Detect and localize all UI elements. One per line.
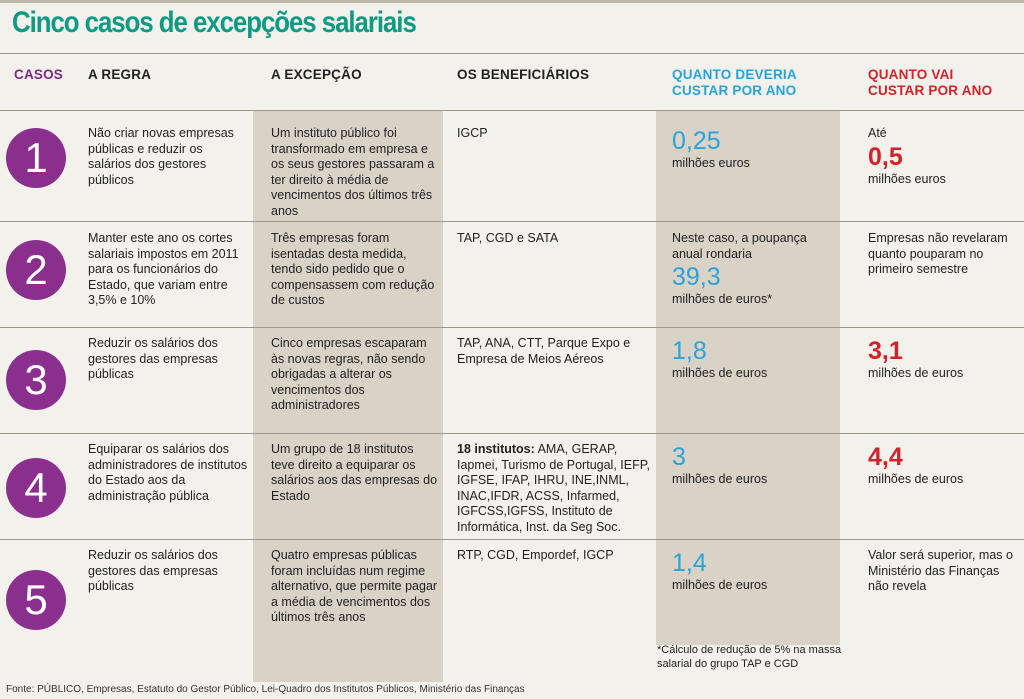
row5-deveria-value: 1,4 — [672, 549, 707, 577]
row4-deveria-unit: milhões de euros — [672, 472, 768, 486]
row4-vai-value: 4,4 — [868, 443, 903, 471]
row5-beneficiarios-text: RTP, CGD, Empordef, IGCP — [457, 548, 614, 562]
row5-regra: Reduzir os salários dos gestores das emp… — [88, 548, 218, 593]
header-vai-line1: QUANTO VAI — [868, 67, 954, 82]
source-line: Fonte: PÚBLICO, Empresas, Estatuto do Ge… — [6, 684, 525, 695]
row3-vai: 3,1 milhões de euros — [868, 336, 1020, 382]
row2-vai-text: Empresas não revelaram quanto pouparam n… — [868, 231, 1008, 276]
row1-deveria-value: 0,25 — [672, 127, 721, 155]
row2-beneficiarios-text: TAP, CGD e SATA — [457, 231, 559, 245]
row2-regra: Manter este ano os cortes salariais impo… — [88, 231, 239, 307]
row1-vai-pre: Até — [868, 126, 887, 140]
row5-deveria: 1,4 milhões de euros — [672, 548, 837, 594]
row5-vai-text: Valor será superior, mas o Ministério da… — [868, 548, 1013, 593]
title-divider — [0, 53, 1024, 54]
row1-beneficiarios: IGCP — [457, 126, 653, 142]
header-deveria: QUANTO DEVERIA CUSTAR POR ANO — [672, 67, 797, 99]
row1-deveria-unit: milhões euros — [672, 156, 750, 170]
row-divider — [0, 110, 1024, 111]
row3-regra: Reduzir os salários dos gestores das emp… — [88, 336, 218, 381]
header-regra: A REGRA — [88, 67, 152, 82]
header-excepcao: A EXCEPÇÃO — [271, 67, 362, 82]
case-number-badge: 5 — [6, 570, 66, 630]
row-divider — [0, 539, 1024, 540]
row3-deveria-unit: milhões de euros — [672, 366, 768, 380]
row-divider — [0, 221, 1024, 222]
row2-excepcao: Três empresas foram isentadas desta medi… — [271, 231, 435, 307]
excepcao-column-shade — [253, 110, 443, 682]
row3-vai-unit: milhões de euros — [868, 366, 964, 380]
case-number-badge: 3 — [6, 350, 66, 410]
page-title: Cinco casos de excepções salariais — [12, 6, 417, 39]
row4-beneficiarios-text: AMA, GERAP, Iapmei, Turismo de Portugal,… — [457, 442, 650, 534]
row3-deveria: 1,8 milhões de euros — [672, 336, 837, 382]
row4-excepcao: Um grupo de 18 institutos teve direito a… — [271, 442, 438, 503]
row4-vai: 4,4 milhões de euros — [868, 442, 1020, 488]
row2-beneficiarios: TAP, CGD e SATA — [457, 231, 653, 247]
row1-vai-value: 0,5 — [868, 142, 903, 171]
row1-excepcao: Um instituto público foi transformado em… — [271, 126, 435, 218]
case-number-badge: 2 — [6, 240, 66, 300]
header-vai-line2: CUSTAR POR ANO — [868, 83, 993, 98]
row5-beneficiarios: RTP, CGD, Empordef, IGCP — [457, 548, 653, 564]
row3-excepcao: Cinco empresas escaparam às novas regras… — [271, 336, 427, 412]
case-number-badge: 4 — [6, 458, 66, 518]
header-deveria-line2: CUSTAR POR ANO — [672, 83, 797, 98]
row4-deveria-value: 3 — [672, 443, 686, 471]
row4-vai-unit: milhões de euros — [868, 472, 964, 486]
row5-deveria-unit: milhões de euros — [672, 578, 768, 592]
row4-regra: Equiparar os salários dos administradore… — [88, 442, 248, 503]
row2-deveria-unit: milhões de euros* — [672, 292, 773, 306]
header-deveria-line1: QUANTO DEVERIA — [672, 67, 797, 82]
row3-deveria-value: 1,8 — [672, 337, 707, 365]
header-vai: QUANTO VAI CUSTAR POR ANO — [868, 67, 992, 99]
row-divider — [0, 433, 1024, 434]
case-number-badge: 1 — [6, 128, 66, 188]
header-casos: CASOS — [14, 67, 64, 82]
row1-regra: Não criar novas empresas públicas e redu… — [88, 126, 234, 187]
footnote: *Cálculo de redução de 5% na massa salar… — [657, 644, 842, 670]
row2-deveria-value: 39,3 — [672, 263, 721, 291]
row3-beneficiarios-text: TAP, ANA, CTT, Parque Expo e Empresa de … — [457, 336, 631, 366]
row2-deveria-pre: Neste caso, a poupança anual rondaria — [672, 231, 807, 261]
row-divider — [0, 327, 1024, 328]
deveria-column-shade — [656, 110, 840, 645]
row4-beneficiarios: 18 institutos: AMA, GERAP, Iapmei, Turis… — [457, 442, 653, 535]
row3-vai-value: 3,1 — [868, 337, 903, 365]
top-bar — [0, 0, 1024, 3]
row1-beneficiarios-text: IGCP — [457, 126, 488, 140]
row4-beneficiarios-bold: 18 institutos: — [457, 442, 535, 456]
row2-deveria: Neste caso, a poupança anual rondaria 39… — [672, 231, 837, 308]
row1-deveria: 0,25 milhões euros — [672, 126, 837, 172]
row5-excepcao: Quatro empresas públicas foram incluídas… — [271, 548, 438, 624]
row4-deveria: 3 milhões de euros — [672, 442, 837, 488]
header-beneficiarios: OS BENEFICIÁRIOS — [457, 67, 590, 82]
row1-vai-unit: milhões euros — [868, 171, 946, 186]
row1-vai: Até 0,5 milhões euros — [868, 126, 1020, 187]
row3-beneficiarios: TAP, ANA, CTT, Parque Expo e Empresa de … — [457, 336, 653, 367]
